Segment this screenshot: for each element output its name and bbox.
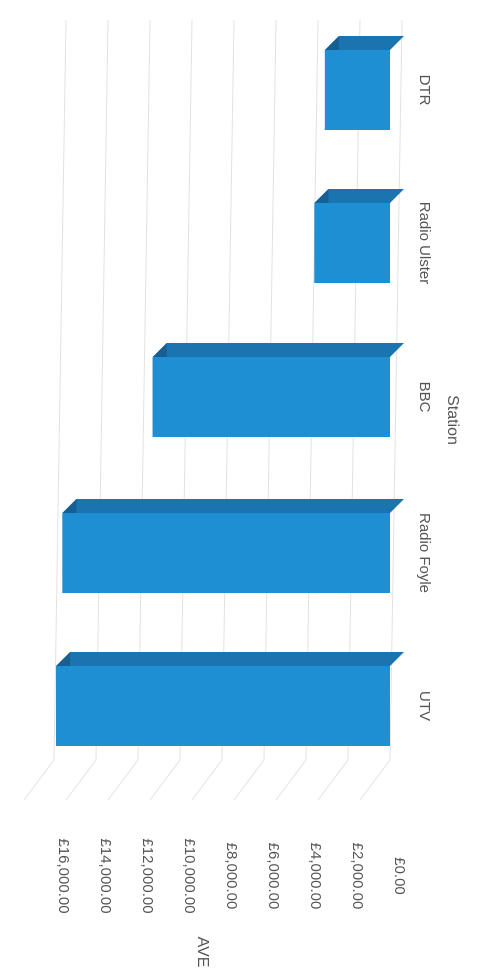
category-label: UTV [416,691,433,721]
gridline-floor [317,759,349,801]
bar [152,343,404,437]
x-axis-category-labels: UTV Radio Foyle BBC Radio Ulster DTR [416,75,433,721]
bar [56,652,404,746]
gridline-floor [359,759,391,801]
y-tick-label: £10,000.00 [181,838,198,913]
category-label: BBC [416,382,433,413]
y-tick-label: £16,000.00 [55,838,72,913]
gridline-floor [149,759,181,801]
y-axis-tick-labels: £0.00 £2,000.00 £4,000.00 £6,000.00 £8,000.0… [55,838,408,913]
gridline-floor [275,759,307,801]
gridline [137,19,151,761]
y-tick-label: £14,000.00 [97,838,114,913]
y-axis-title: AVE [194,937,211,968]
bar [314,189,404,283]
y-tick-label: £2,000.00 [349,843,366,910]
bar [62,499,405,593]
gridline [389,19,403,761]
gridline-floor [23,759,55,801]
bar [324,36,404,130]
y-tick-label: £0.00 [391,857,408,895]
category-label: Radio Foyle [416,513,433,593]
gridline-floor [191,759,223,801]
y-tick-label: £6,000.00 [265,843,282,910]
category-label: DTR [416,75,433,106]
gridline [53,19,67,761]
y-tick-label: £4,000.00 [307,843,324,910]
x-axis-title: Station [444,395,461,445]
gridline-floor [233,759,265,801]
gridline-floor [65,759,97,801]
gridline [95,19,109,761]
y-tick-label: £8,000.00 [223,843,240,910]
gridline-floor [107,759,139,801]
y-tick-label: £12,000.00 [139,838,156,913]
bars [56,36,405,746]
category-label: Radio Ulster [416,202,433,285]
